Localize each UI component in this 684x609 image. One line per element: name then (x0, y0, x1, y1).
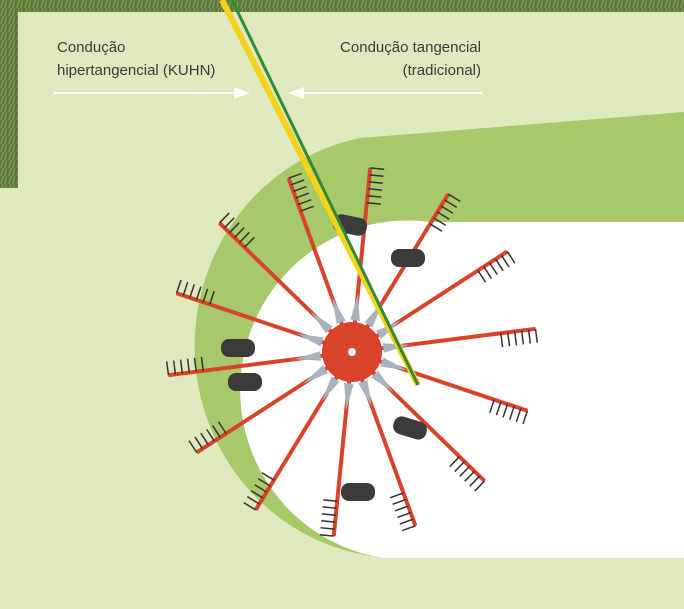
hub-center (348, 348, 356, 356)
diagram: Condução hipertangencial (KUHN) Condução… (0, 0, 684, 609)
wheel (341, 483, 375, 501)
label: Condução tangencial (340, 39, 481, 56)
wheel (228, 373, 262, 391)
label: hipertangencial (KUHN) (57, 62, 215, 79)
label: Condução (57, 39, 125, 56)
wheel (391, 249, 425, 267)
wheel (221, 339, 255, 357)
label: (tradicional) (403, 62, 481, 79)
